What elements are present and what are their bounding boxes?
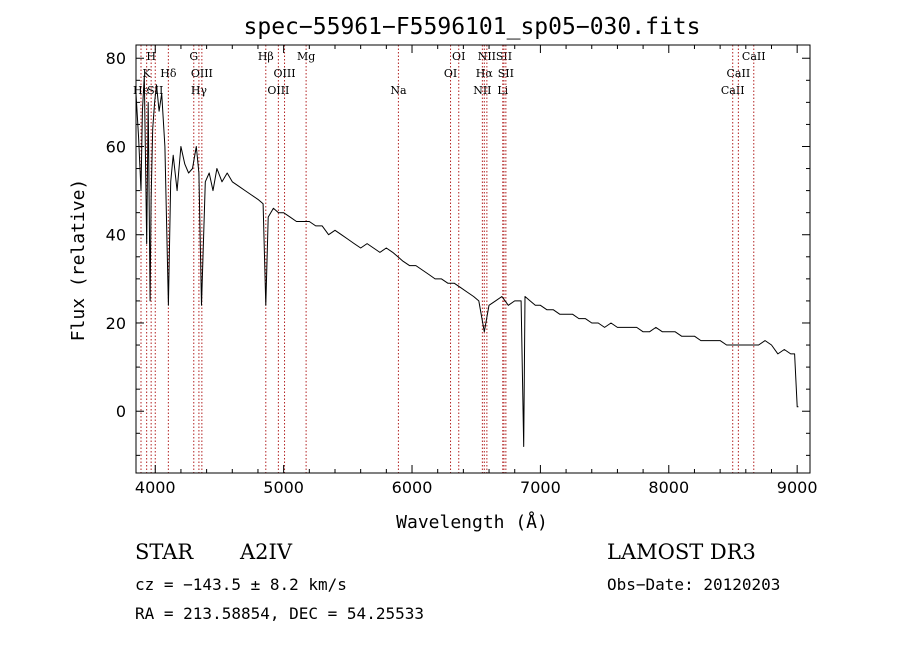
line-label-1: K xyxy=(143,67,152,80)
line-label-19: SII xyxy=(496,50,512,63)
line-label-13: OI xyxy=(444,67,457,80)
x-axis-label: Wavelength (Å) xyxy=(396,511,548,533)
spectrum-series xyxy=(135,75,799,447)
y-tick-label-1: 20 xyxy=(106,314,126,333)
line-label-6: Hγ xyxy=(191,84,208,97)
line-label-22: CaII xyxy=(727,67,751,80)
line-label-4: Hδ xyxy=(160,67,177,80)
x-tick-label-2: 6000 xyxy=(392,478,433,497)
y-tick-label-4: 80 xyxy=(106,49,126,68)
line-label-14: OI xyxy=(452,50,465,63)
sky-coordinates: RA = 213.58854, DEC = 54.25533 xyxy=(135,604,424,623)
line-label-9: OIII xyxy=(267,84,289,97)
x-tick-label-5: 9000 xyxy=(777,478,818,497)
object-subclass: A2IV xyxy=(240,540,292,564)
plot-frame xyxy=(135,44,811,474)
observation-date: Obs−Date: 20120203 xyxy=(607,575,781,594)
line-label-23: CaII xyxy=(742,50,766,63)
line-label-12: Na xyxy=(390,84,407,97)
line-label-21: CaII xyxy=(721,84,745,97)
line-label-11: Mg xyxy=(297,50,315,63)
y-axis: 0 20 40 60 80 xyxy=(106,49,810,456)
line-label-2: H xyxy=(146,50,156,63)
line-label-16: Hα xyxy=(476,67,494,80)
y-tick-label-3: 60 xyxy=(106,137,126,156)
line-label-15: NII xyxy=(473,84,491,97)
line-label-3: SII xyxy=(147,84,163,97)
object-class: STAR xyxy=(135,540,194,564)
survey-release: LAMOST DR3 xyxy=(607,540,756,564)
chart-title: spec−55961−F5596101_sp05−030.fits xyxy=(244,14,701,40)
x-tick-label-4: 8000 xyxy=(648,478,689,497)
x-tick-label-1: 5000 xyxy=(263,478,304,497)
line-label-8: Hβ xyxy=(258,50,274,63)
line-label-7: OIII xyxy=(191,67,213,80)
y-tick-label-0: 0 xyxy=(116,402,126,421)
y-tick-label-2: 40 xyxy=(106,226,126,245)
emission-line-markers: HeKHSIIHδGHγOIIIHβOIIIOIIIMgNaOIOINIIHαN… xyxy=(133,45,766,473)
line-label-20: SII xyxy=(498,67,514,80)
redshift-velocity: cz = −143.5 ± 8.2 km/s xyxy=(135,575,347,594)
line-label-18: Li xyxy=(497,84,508,97)
x-axis: 4000 5000 6000 7000 8000 9000 xyxy=(135,45,818,497)
x-tick-label-0: 4000 xyxy=(135,478,176,497)
series-flux xyxy=(135,75,799,447)
y-axis-label: Flux (relative) xyxy=(68,179,89,342)
line-label-5: G xyxy=(189,50,198,63)
line-label-17: NII xyxy=(478,50,496,63)
line-label-10: OIII xyxy=(274,67,296,80)
x-tick-label-3: 7000 xyxy=(520,478,561,497)
